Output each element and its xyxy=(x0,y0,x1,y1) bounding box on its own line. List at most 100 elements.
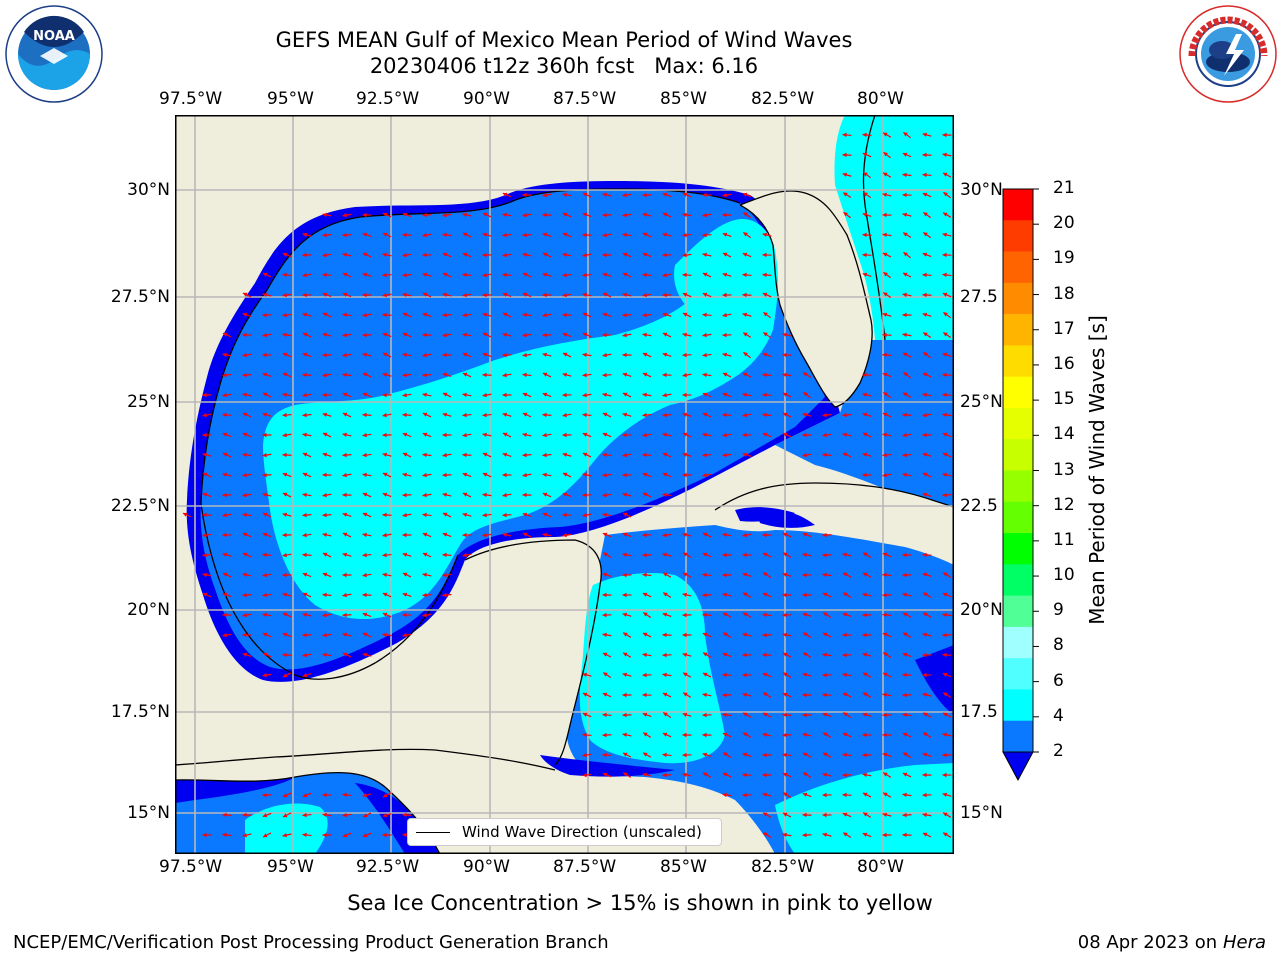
wind-wave-arrow-head xyxy=(462,552,467,558)
wind-wave-arrow-head xyxy=(942,652,947,658)
wind-wave-arrow-head xyxy=(422,332,427,338)
wind-wave-arrow-head xyxy=(643,612,648,617)
wind-wave-arrow-head xyxy=(662,392,667,398)
colorbar-cell xyxy=(1003,533,1033,565)
wind-wave-arrow-head xyxy=(582,692,588,697)
wind-wave-arrow-head xyxy=(362,372,368,377)
wind-wave-arrow-head xyxy=(322,512,327,518)
wind-wave-arrow-head xyxy=(623,632,628,637)
wind-wave-arrow-head xyxy=(542,232,548,237)
wind-wave-arrow-head xyxy=(942,232,948,238)
wind-wave-arrow-head xyxy=(682,632,687,638)
wind-wave-arrow-head xyxy=(742,412,747,418)
wind-wave-arrow-head xyxy=(662,612,668,617)
wind-wave-arrow-head xyxy=(562,352,568,357)
wind-wave-arrow-head xyxy=(322,352,327,358)
wind-wave-arrow-head xyxy=(442,292,447,298)
wind-wave-arrow-head xyxy=(882,552,888,557)
wind-wave-arrow-head xyxy=(442,252,448,257)
legend-line-symbol xyxy=(416,831,450,833)
wind-wave-arrow-head xyxy=(262,372,268,377)
lon-label: 85°W xyxy=(660,857,707,877)
wind-wave-arrow-head xyxy=(302,352,308,357)
wind-wave-arrow-head xyxy=(282,392,287,398)
wind-wave-arrow-head xyxy=(342,632,348,638)
wind-wave-arrow-head xyxy=(903,232,908,237)
colorbar-tick-label: 19 xyxy=(1053,248,1075,269)
wind-wave-arrow-head xyxy=(943,192,948,197)
wind-wave-arrow-head xyxy=(822,572,827,578)
lat-label: 22.5 xyxy=(960,496,998,516)
wind-wave-arrow-head xyxy=(342,492,347,498)
wind-wave-arrow-head xyxy=(302,232,308,237)
colorbar-cell xyxy=(1003,720,1033,753)
wind-wave-arrow-head xyxy=(562,412,567,418)
wind-wave-arrow-head xyxy=(222,572,228,577)
wind-wave-arrow-head xyxy=(442,512,448,517)
wind-wave-arrow-head xyxy=(582,232,587,238)
wind-wave-arrow-head xyxy=(822,712,828,717)
wind-wave-arrow-head xyxy=(242,472,247,478)
wind-wave-arrow-head xyxy=(542,432,547,438)
wind-wave-arrow-head xyxy=(923,712,928,717)
wind-wave-arrow-head xyxy=(642,572,647,578)
wind-wave-arrow-head xyxy=(482,512,487,518)
lat-label: 30°N xyxy=(127,180,170,200)
wind-wave-arrow-head xyxy=(442,212,447,218)
wind-wave-arrow-head xyxy=(302,652,307,658)
wind-wave-arrow-head xyxy=(502,432,508,437)
caribbean-south-cyan xyxy=(775,763,954,854)
wind-wave-arrow-head xyxy=(562,292,567,298)
wind-wave-arrow-head xyxy=(922,272,927,278)
wind-wave-arrow-head xyxy=(482,352,488,357)
wind-wave-arrow-head xyxy=(302,452,308,457)
wind-wave-arrow-head xyxy=(823,612,828,617)
wind-wave-arrow-head xyxy=(422,312,428,317)
footer-date-text: 08 Apr 2023 on xyxy=(1077,932,1218,953)
wind-wave-arrow-head xyxy=(763,812,768,817)
wind-wave-arrow-head xyxy=(902,452,907,458)
wind-wave-arrow-head xyxy=(902,552,907,558)
wind-wave-arrow-head xyxy=(362,612,368,617)
wind-wave-arrow-head xyxy=(362,312,367,318)
wind-wave-arrow-head xyxy=(842,552,848,558)
wind-wave-arrow-head xyxy=(722,552,727,558)
wind-wave-arrow-head xyxy=(923,732,928,737)
wind-wave-arrow-head xyxy=(942,292,948,297)
gulf-of-mexico-map xyxy=(175,115,954,854)
wind-wave-arrow-head xyxy=(582,412,587,418)
wind-wave-arrow-head xyxy=(742,292,747,298)
wind-wave-arrow-head xyxy=(402,592,408,597)
wind-wave-arrow-head xyxy=(742,252,748,257)
wind-wave-arrow-head xyxy=(322,392,327,398)
wind-wave-arrow-head xyxy=(582,352,587,358)
wind-wave-arrow-head xyxy=(942,252,947,258)
wind-wave-arrow-head xyxy=(922,832,928,837)
wind-wave-arrow-head xyxy=(382,232,388,237)
wind-wave-arrow-head xyxy=(482,492,487,498)
wind-wave-arrow-head xyxy=(662,312,668,317)
colorbar-cell xyxy=(1003,626,1033,659)
wind-wave-arrow-head xyxy=(923,612,928,617)
wind-wave-arrow-head xyxy=(882,372,888,377)
wind-wave-arrow-head xyxy=(642,232,648,237)
wind-wave-arrow-head xyxy=(442,312,447,318)
wind-wave-arrow-head xyxy=(242,572,247,578)
wind-wave-arrow-head xyxy=(882,252,888,257)
colorbar-tick-label: 4 xyxy=(1053,705,1064,726)
wind-wave-arrow-head xyxy=(803,632,808,637)
wind-wave-arrow-head xyxy=(402,632,407,638)
wind-wave-arrow-head xyxy=(602,732,607,738)
lon-label: 87.5°W xyxy=(553,857,617,877)
wind-wave-arrow-head xyxy=(702,732,707,738)
wind-wave-arrow-head xyxy=(482,392,487,398)
wind-wave-arrow-head xyxy=(422,492,427,498)
wind-wave-arrow-head xyxy=(602,372,607,378)
wind-wave-arrow-head xyxy=(662,432,667,438)
wind-wave-arrow-head xyxy=(603,672,608,677)
wind-wave-arrow-head xyxy=(942,592,948,597)
colorbar-cell xyxy=(1003,407,1033,440)
wind-wave-arrow-head xyxy=(322,532,327,538)
wind-wave-arrow-head xyxy=(582,452,588,457)
colorbar-tick-label: 13 xyxy=(1053,459,1075,480)
